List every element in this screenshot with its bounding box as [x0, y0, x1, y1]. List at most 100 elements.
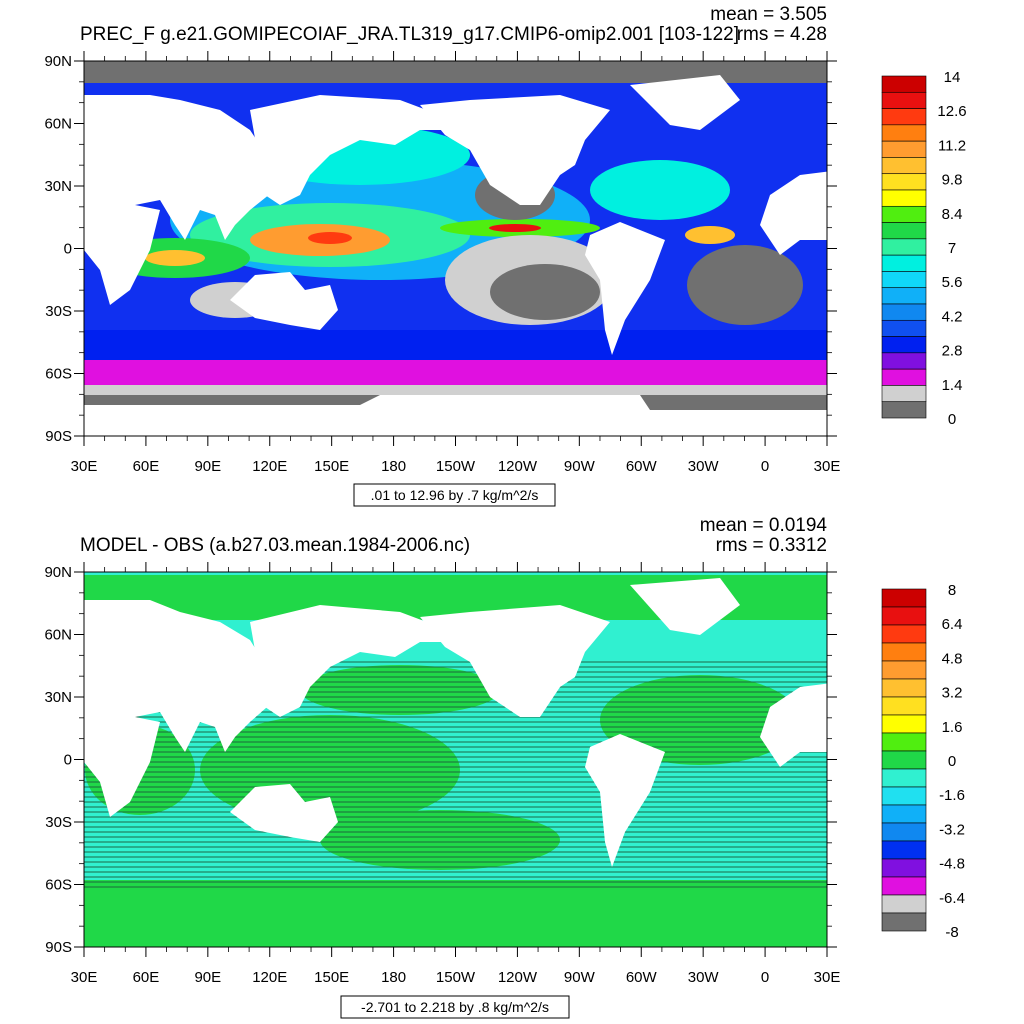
- y-tick-label: 90N: [44, 53, 72, 70]
- y-tick-label: 30S: [45, 303, 72, 320]
- colorbar-swatch: [881, 173, 927, 191]
- panel-1-axes: 30E 60E 90E 120E 150E 180 150W 120W 90W 60W 30W 0 30…: [44, 51, 840, 475]
- colorbar-swatch: [881, 108, 927, 126]
- colorbar-swatch: [881, 732, 927, 752]
- land: [84, 75, 827, 436]
- colorbar-label: 8: [948, 582, 956, 599]
- antarctica: [84, 395, 827, 436]
- y-tick-label: 0: [64, 241, 72, 258]
- colorbar-swatch: [881, 352, 927, 370]
- colorbar-swatch: [881, 912, 927, 932]
- colorbar-swatch: [881, 222, 927, 240]
- indian-ocean-peak: [145, 250, 205, 266]
- x-tick-label: 150W: [436, 458, 476, 475]
- y-tick-label: 90S: [45, 939, 72, 956]
- africa-east-edge-diff: [760, 683, 827, 812]
- panel-2-mean: mean = 0.0194: [700, 515, 828, 536]
- itcz-peak: [489, 224, 541, 232]
- colorbar-label: -4.8: [939, 856, 965, 873]
- x-tick-label: 90E: [194, 969, 221, 986]
- x-tick-label: 120E: [252, 969, 287, 986]
- colorbar-swatch: [881, 401, 927, 419]
- colorbar-swatch: [881, 287, 927, 305]
- panel-1-rms: rms = 4.28: [737, 24, 827, 45]
- colorbar-label: 4.2: [942, 308, 963, 325]
- y-tick-label: 90S: [45, 428, 72, 445]
- x-tick-label: 30E: [814, 458, 841, 475]
- colorbar-swatch: [881, 714, 927, 734]
- y-tick-label: 0: [64, 752, 72, 769]
- north-america: [420, 95, 610, 205]
- y-tick-label: 30S: [45, 814, 72, 831]
- x-tick-label: 150E: [314, 458, 349, 475]
- colorbar-swatch: [881, 271, 927, 289]
- south-america-diff: [585, 734, 665, 867]
- colorbar-swatch: [881, 840, 927, 860]
- colorbar-swatch: [881, 642, 927, 662]
- x-tick-label: 60W: [626, 969, 658, 986]
- colorbar-label: -6.4: [939, 890, 965, 907]
- atlantic-itcz: [685, 226, 735, 244]
- se-pacific-dry-core: [490, 264, 600, 320]
- eurasia-west: [84, 95, 275, 240]
- panel-1-title: PREC_F g.e21.GOMIPECOIAF_JRA.TL319_g17.C…: [80, 24, 739, 45]
- colorbar-swatch: [881, 876, 927, 896]
- panel-2-colorbar: 8 6.4 4.8 3.2 1.6 0 -1.6 -3.2 -4.8 -6.4 -8: [881, 582, 965, 941]
- colorbar-label: 2.8: [942, 343, 963, 360]
- colorbar-swatch: [881, 588, 927, 608]
- panel-1-colorbar: 14 12.6 11.2 9.8 8.4 7 5.6 4.2 2.8 1.4 0: [881, 69, 967, 428]
- colorbar-label: 1.6: [942, 719, 963, 736]
- x-tick-label: 60W: [626, 458, 658, 475]
- australia-diff: [230, 784, 338, 842]
- colorbar-label: -1.6: [939, 787, 965, 804]
- greenland: [630, 75, 740, 130]
- greenland-diff: [630, 578, 740, 635]
- panel-2-title: MODEL - OBS (a.b27.03.mean.1984-2006.nc): [80, 535, 470, 556]
- colorbar-label: 8.4: [942, 206, 963, 223]
- colorbar-swatch: [881, 696, 927, 716]
- colorbar-label: 9.8: [942, 172, 963, 189]
- colorbar-swatch: [881, 822, 927, 842]
- panel-2-rms: rms = 0.3312: [716, 535, 827, 556]
- north-america-diff: [420, 605, 610, 717]
- colorbar-label: 4.8: [942, 650, 963, 667]
- y-tick-label: 60N: [44, 116, 72, 133]
- colorbar-swatch: [881, 238, 927, 256]
- colorbar-swatch: [881, 894, 927, 914]
- x-tick-label: 90E: [194, 458, 221, 475]
- colorbar-swatch: [881, 124, 927, 142]
- colorbar-swatch: [881, 768, 927, 788]
- panel-1-range-note: .01 to 12.96 by .7 kg/m^2/s: [371, 487, 539, 503]
- australia: [230, 272, 338, 330]
- x-tick-label: 180: [381, 969, 406, 986]
- y-tick-label: 30N: [44, 178, 72, 195]
- panel-1: PREC_F g.e21.GOMIPECOIAF_JRA.TL319_g17.C…: [44, 4, 967, 507]
- x-tick-label: 150E: [314, 969, 349, 986]
- colorbar-label: -8: [945, 924, 958, 941]
- y-tick-label: 60S: [45, 366, 72, 383]
- se-atlantic-dry: [687, 245, 803, 325]
- x-tick-label: 30E: [71, 458, 98, 475]
- colorbar-swatch: [881, 750, 927, 770]
- x-tick-label: 30W: [688, 969, 720, 986]
- x-tick-label: 90W: [564, 969, 596, 986]
- colorbar-swatch: [881, 91, 927, 109]
- y-tick-label: 30N: [44, 689, 72, 706]
- colorbar-label: 5.6: [942, 274, 963, 291]
- colorbar-swatch: [881, 254, 927, 272]
- y-tick-label: 60N: [44, 627, 72, 644]
- colorbar-label: -3.2: [939, 821, 965, 838]
- x-tick-label: 30E: [71, 969, 98, 986]
- colorbar-swatch: [881, 804, 927, 824]
- colorbar-swatch: [881, 385, 927, 403]
- colorbar-swatch: [881, 624, 927, 644]
- land-diff: [84, 578, 827, 867]
- colorbar-swatch: [881, 140, 927, 158]
- x-tick-label: 90W: [564, 458, 596, 475]
- panel-2-range-box: [340, 995, 570, 1019]
- warm-pool-max: [308, 232, 352, 244]
- panel-2-map: [84, 572, 827, 947]
- panel-2-range-note: -2.701 to 2.218 by .8 kg/m^2/s: [361, 999, 549, 1015]
- colorbar-label: 11.2: [938, 137, 966, 154]
